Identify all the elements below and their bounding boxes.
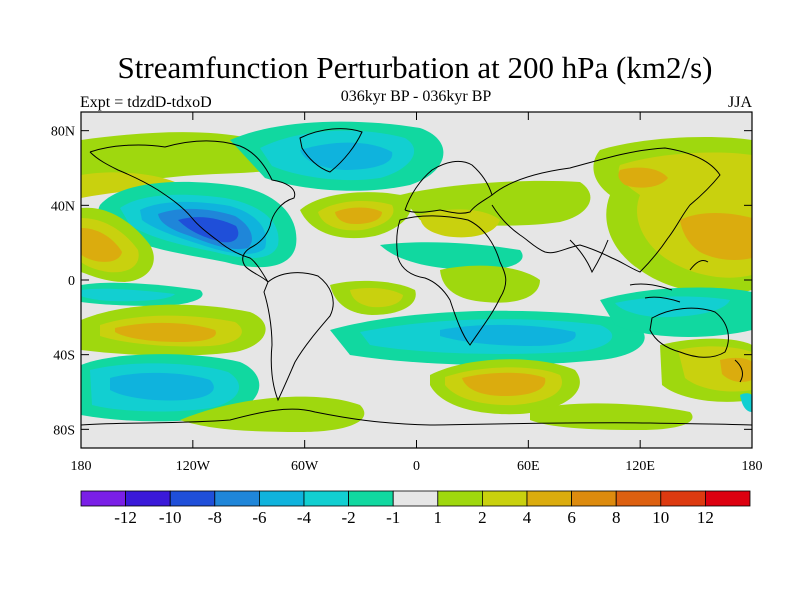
contour-patch (440, 324, 576, 346)
lat-tick-label: 80N (51, 125, 75, 140)
coastline-south-america (263, 272, 334, 402)
colorbar-label: 1 (434, 508, 443, 527)
contour-patch (115, 322, 216, 342)
contour-patch (462, 372, 546, 396)
coastline-africa (396, 215, 507, 346)
coastlines (81, 128, 752, 426)
coastline-greenland (299, 128, 363, 173)
colorbar-swatch (169, 490, 216, 507)
contour-patch (335, 207, 382, 224)
contour-patch (81, 172, 175, 198)
colorbar-label: -4 (297, 508, 312, 527)
colorbar-swatch (303, 490, 349, 507)
colorbar-swatch (615, 490, 662, 507)
colorbar: -12 -10 -8 -6 -4 -2 -1 1 2 4 6 8 10 12 (80, 490, 751, 527)
contour-patch (618, 167, 668, 188)
chart-title: Streamfunction Perturbation at 200 hPa (… (117, 50, 713, 85)
colorbar-label: 10 (652, 508, 669, 527)
lat-tick-label: 80S (53, 423, 75, 438)
coastline-asia (491, 147, 721, 273)
colorbar-label: -12 (114, 508, 137, 527)
lon-tick-label: 60W (291, 459, 319, 474)
lat-tick-label: 40N (51, 199, 75, 214)
season-label: JJA (727, 94, 752, 111)
colorbar-swatch (125, 490, 171, 507)
colorbar-label: -2 (342, 508, 356, 527)
contour-patch (180, 396, 365, 432)
colorbar-label: -8 (208, 508, 222, 527)
colorbar-swatch (705, 490, 751, 507)
colorbar-label: -6 (252, 508, 266, 527)
contour-patch (81, 228, 122, 262)
lat-tick-label: 40S (53, 349, 75, 364)
coastline-india (569, 239, 609, 274)
colorbar-label: 12 (697, 508, 714, 527)
contour-patch (350, 287, 403, 308)
latitude-axis: 80N 40N 0 40S 80S (51, 125, 752, 438)
colorbar-swatch (392, 490, 439, 507)
lon-tick-label: 60E (517, 459, 540, 474)
contour-fill-layer (81, 121, 752, 432)
experiment-label: Expt = tdzdD-tdxoD (80, 94, 212, 111)
colorbar-label: 4 (523, 508, 532, 527)
contour-patch (81, 288, 175, 302)
lon-tick-label: 120W (176, 459, 211, 474)
contour-patch (720, 357, 752, 382)
coastline-australia (649, 307, 729, 358)
colorbar-swatch (214, 490, 260, 507)
colorbar-label: -10 (159, 508, 182, 527)
lon-tick-label: 0 (413, 459, 420, 474)
contour-patch (615, 296, 730, 318)
longitude-axis: 180 120W 60W 0 60E 120E 180 (71, 112, 763, 474)
colorbar-swatch (348, 490, 394, 507)
colorbar-swatch (80, 490, 126, 507)
lon-tick-label: 180 (71, 459, 92, 474)
coastline-antarctica (81, 408, 752, 426)
contour-patch (440, 265, 540, 303)
colorbar-swatch (258, 490, 305, 507)
colorbar-label: 6 (567, 508, 576, 527)
colorbar-swatch (660, 490, 706, 507)
contour-patch (380, 242, 523, 270)
colorbar-swatch (481, 490, 528, 507)
colorbar-label: 8 (612, 508, 621, 527)
contour-patch (680, 213, 752, 260)
colorbar-swatch (437, 490, 483, 507)
coastline-new-zealand (734, 359, 743, 383)
colorbar-swatch (526, 490, 572, 507)
coastline-islands (629, 259, 709, 303)
chart-subtitle: 036kyr BP - 036kyr BP (340, 88, 492, 105)
colorbar-label: -1 (386, 508, 400, 527)
contour-patch (110, 372, 214, 401)
lon-tick-label: 180 (742, 459, 763, 474)
lat-tick-label: 0 (68, 274, 75, 289)
lon-tick-label: 120E (625, 459, 655, 474)
colorbar-label: 2 (478, 508, 487, 527)
contour-patch (740, 393, 752, 412)
coastline-north-america (89, 140, 296, 283)
contour-patch (178, 217, 239, 243)
colorbar-swatch (571, 490, 617, 507)
